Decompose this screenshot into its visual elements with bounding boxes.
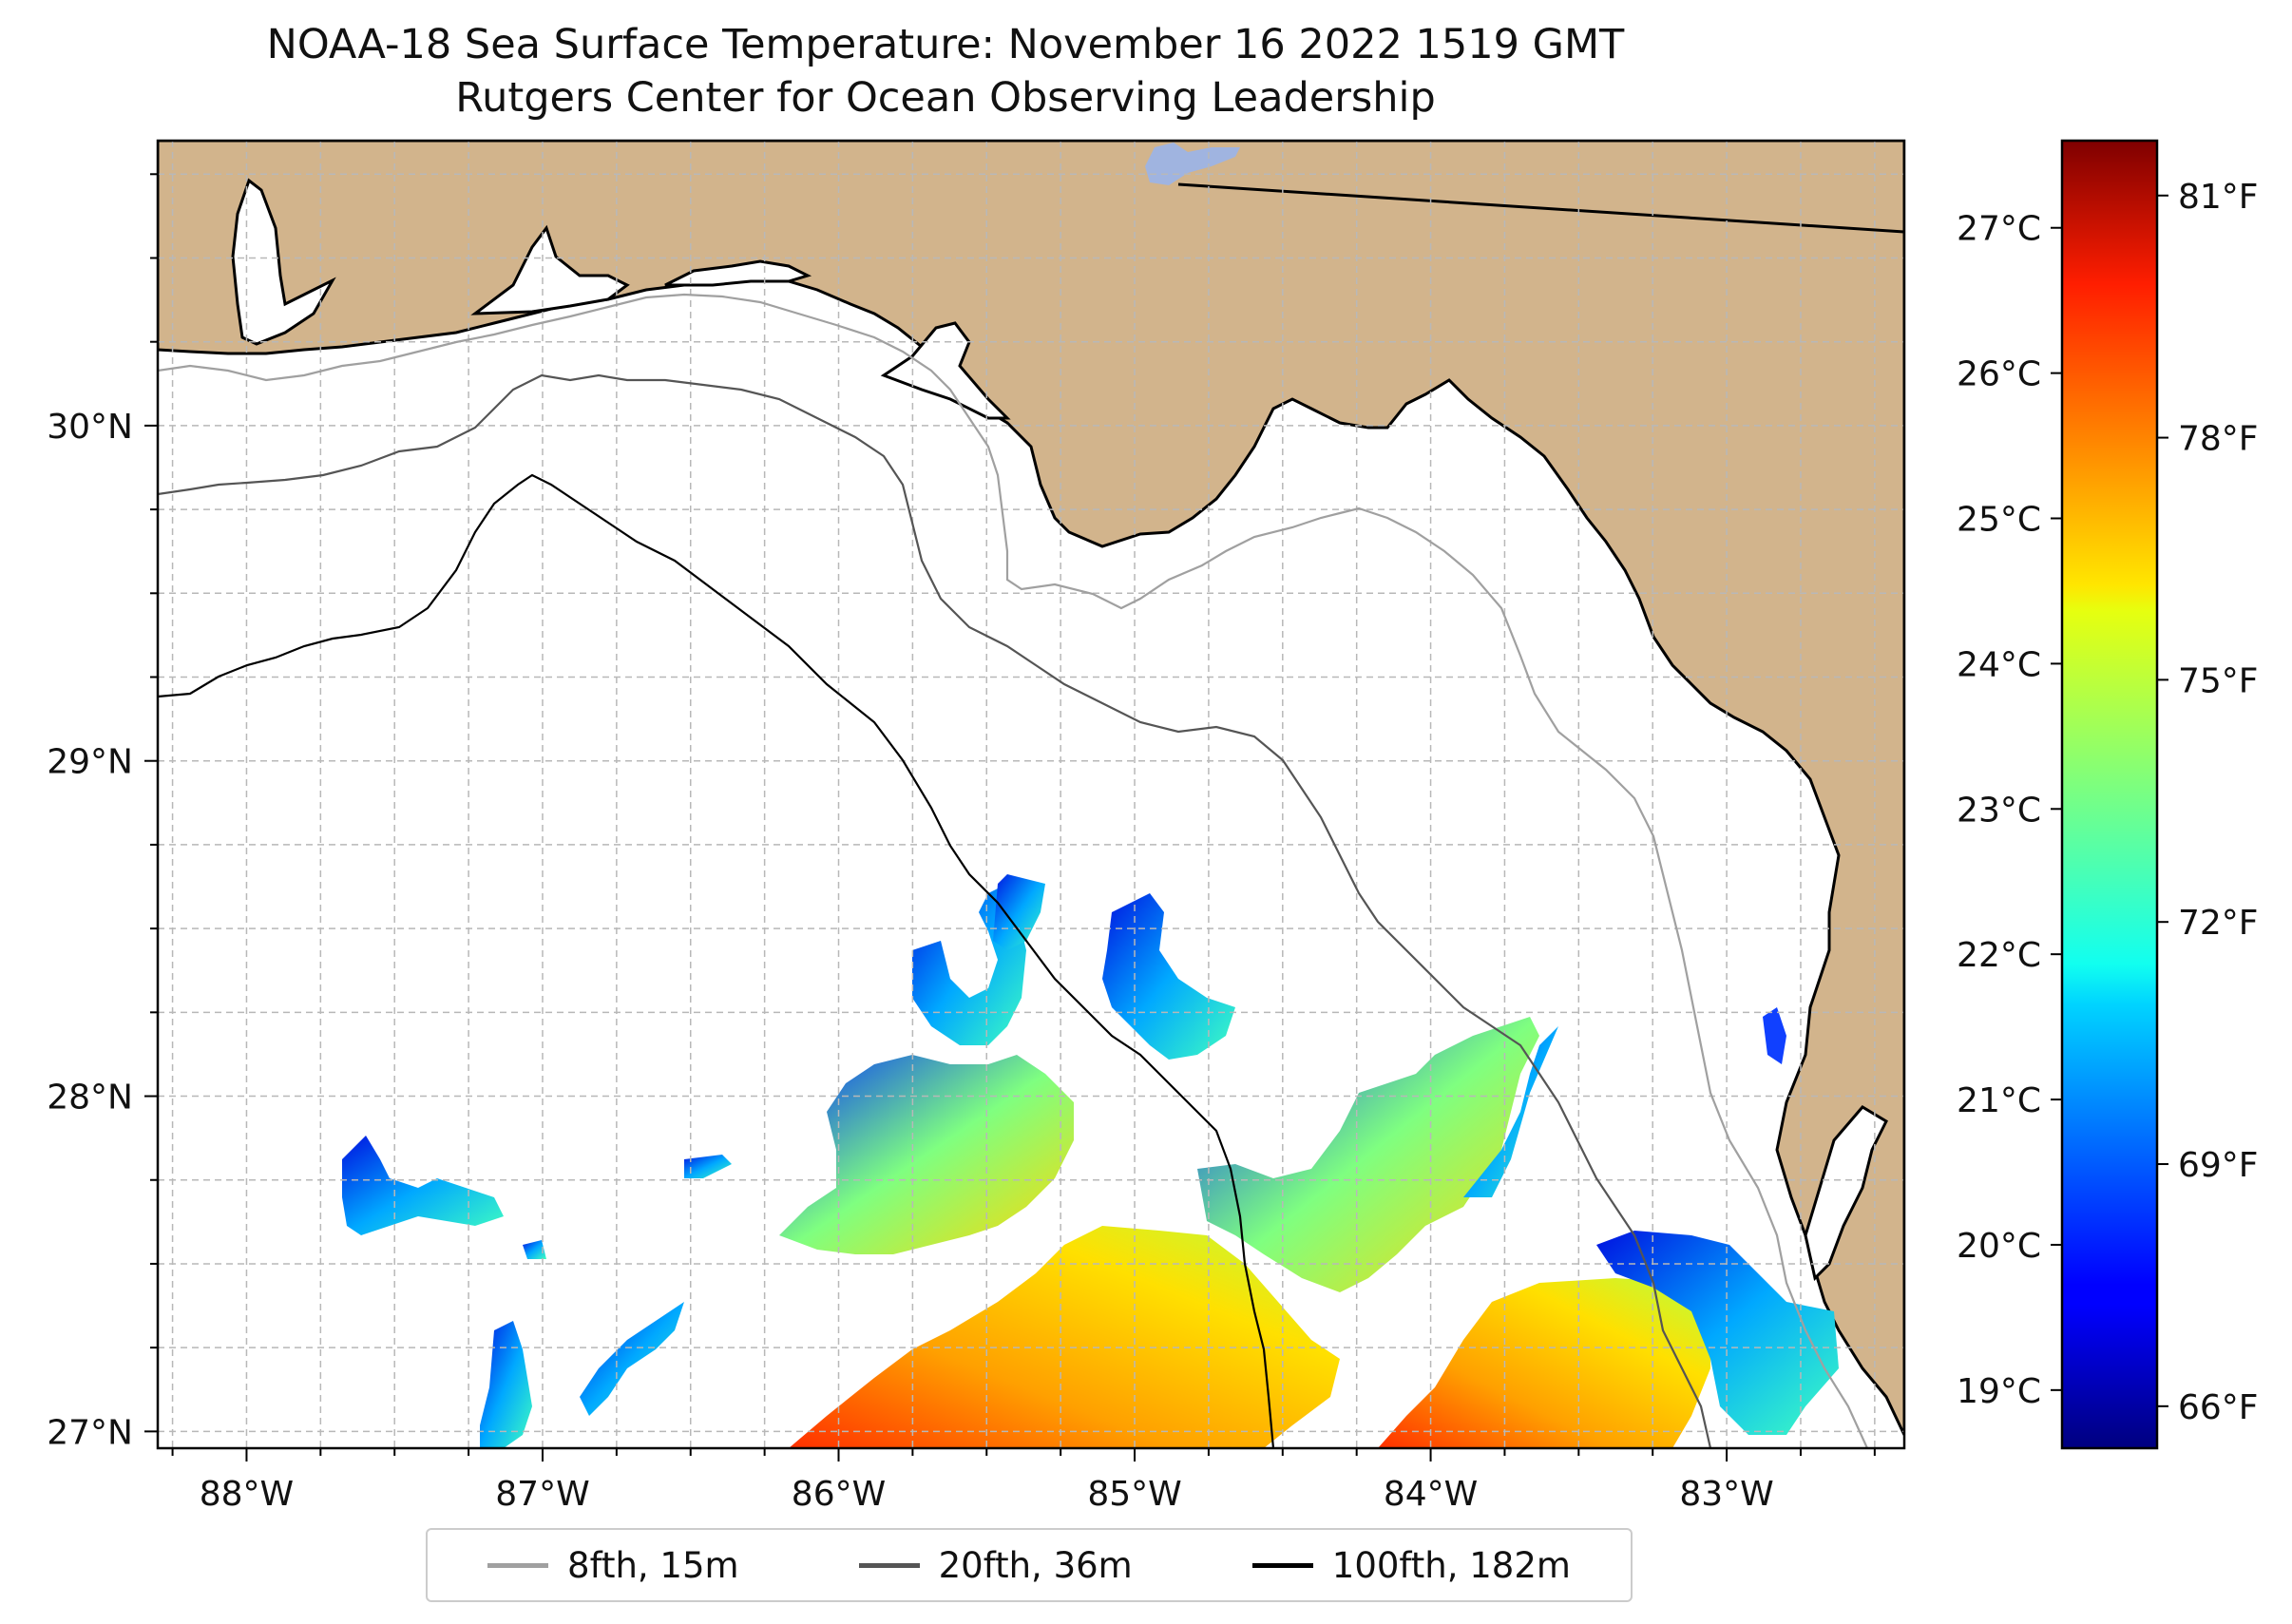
lon-tick-label: 84°W — [1384, 1475, 1478, 1514]
legend-label-20fth: 20fth, 36m — [938, 1544, 1133, 1586]
land-northern-coast — [158, 141, 1904, 1436]
legend-swatch-100fth — [1251, 1562, 1313, 1568]
sst-patch-far-west — [342, 1136, 504, 1235]
sst-patch-small-2 — [523, 1240, 546, 1259]
gridlines — [158, 141, 1904, 1448]
sst-patch-north-blue-2 — [1102, 893, 1235, 1060]
legend-label-8fth: 8fth, 15m — [567, 1544, 739, 1586]
colorbar-celsius-axis: 19°C 20°C 21°C 22°C 23°C 24°C 25°C 26°C 27°C — [1957, 210, 2062, 1411]
lat-axis: 27°N 28°N 29°N 30°N — [47, 173, 158, 1452]
contour-legend: 8fth, 15m 20fth, 36m 100fth, 182m — [426, 1528, 1633, 1602]
colorbar-fahrenheit-label: 72°F — [2178, 904, 2259, 943]
colorbar-celsius-label: 24°C — [1957, 645, 2041, 684]
legend-swatch-8fth — [487, 1562, 549, 1568]
sst-patch-small — [684, 1155, 732, 1178]
sst-patch-east-cool — [1596, 1231, 1839, 1435]
lon-tick-label: 85°W — [1087, 1475, 1181, 1514]
contour-100fth — [158, 473, 1275, 1448]
sst-patch-southwest-1 — [480, 1321, 532, 1448]
colorbar-celsius-label: 20°C — [1957, 1227, 2041, 1266]
lon-tick-label: 86°W — [792, 1475, 886, 1514]
sst-patch-coast-blue — [1763, 1007, 1786, 1064]
lake — [1145, 143, 1240, 185]
colorbar-celsius-label: 26°C — [1957, 355, 2041, 394]
sst-patch-central-mixed — [1197, 1017, 1539, 1292]
pensacola-bay — [231, 178, 336, 346]
map-title: NOAA-18 Sea Surface Temperature: Novembe… — [266, 21, 1625, 68]
colorbar-fahrenheit-label: 69°F — [2178, 1146, 2259, 1185]
sst-patch-southeast-warm — [1378, 1278, 1710, 1448]
sst-patch-north-blue-3 — [993, 874, 1045, 950]
lon-axis: 88°W 87°W 86°W 85°W 84°W 83°W — [171, 1448, 1876, 1514]
lat-tick-label: 28°N — [47, 1079, 133, 1118]
colorbar-celsius-label: 27°C — [1957, 210, 2041, 249]
choctawhatchee-bay — [470, 224, 630, 315]
map-frame — [156, 139, 1906, 1450]
lon-tick-label: 87°W — [495, 1475, 589, 1514]
sst-patch-southwest-2 — [580, 1302, 684, 1416]
colorbar-fahrenheit-label: 66°F — [2178, 1388, 2259, 1427]
map-subtitle: Rutgers Center for Ocean Observing Leade… — [455, 74, 1436, 122]
st-andrews-bay — [664, 259, 812, 287]
colorbar-celsius-label: 21°C — [1957, 1081, 2041, 1120]
colorbar-celsius-label: 25°C — [1957, 501, 2041, 540]
colorbar — [2060, 139, 2159, 1450]
sst-patch-east-blue — [1463, 1026, 1558, 1197]
legend-item-8fth: 8fth, 15m — [487, 1545, 739, 1586]
colorbar-celsius-label: 23°C — [1957, 791, 2041, 830]
colorbar-fahrenheit-label: 75°F — [2178, 661, 2259, 700]
contour-8fth — [158, 293, 1869, 1448]
colorbar-fahrenheit-axis: 66°F 69°F 72°F 75°F 78°F 81°F — [2157, 178, 2259, 1427]
apalachicola-bay — [880, 321, 1011, 420]
colorbar-celsius-label: 19°C — [1957, 1372, 2041, 1411]
lat-tick-label: 27°N — [47, 1413, 133, 1452]
colorbar-celsius-label: 22°C — [1957, 936, 2041, 975]
colorbar-fahrenheit-label: 81°F — [2178, 178, 2259, 217]
sst-patch-south-warm — [789, 1226, 1340, 1448]
legend-label-100fth: 100fth, 182m — [1331, 1544, 1571, 1586]
lat-tick-label: 29°N — [47, 743, 133, 782]
sst-data-patches — [342, 874, 1839, 1448]
lat-tick-label: 30°N — [47, 408, 133, 447]
colorbar-fahrenheit-label: 78°F — [2178, 420, 2259, 459]
legend-item-20fth: 20fth, 36m — [858, 1544, 1133, 1586]
legend-item-100fth: 100fth, 182m — [1251, 1544, 1571, 1586]
contour-20fth — [158, 373, 1712, 1448]
state-border — [1177, 182, 1904, 234]
tampa-bay — [1804, 1105, 1888, 1281]
lon-tick-label: 83°W — [1679, 1475, 1773, 1514]
legend-swatch-20fth — [858, 1562, 920, 1568]
sst-patch-west-central — [779, 1055, 1074, 1254]
lon-tick-label: 88°W — [200, 1475, 294, 1514]
